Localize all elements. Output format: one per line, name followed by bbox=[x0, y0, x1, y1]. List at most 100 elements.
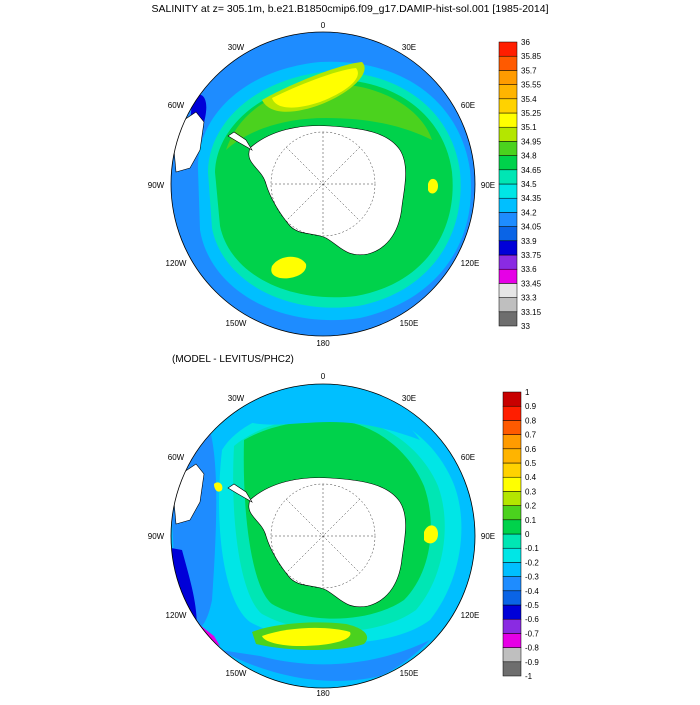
bottom-peninsula bbox=[227, 483, 253, 503]
bottom-lon-30w: 30W bbox=[228, 394, 245, 403]
bottom-band-yellow-south bbox=[262, 627, 351, 646]
bottom-colorbar: -1 -0.9 -0.8 -0.7 -0.6 -0.5 -0.4 -0.3 -0.2 -0.1 0 0… bbox=[502, 388, 539, 681]
bottom-colorbar-label: -0.6 bbox=[525, 615, 539, 624]
top-band-yellow-pacific bbox=[271, 256, 307, 279]
top-colorbar-label: 33.45 bbox=[521, 279, 542, 288]
bottom-colorbar-box bbox=[502, 476, 522, 492]
bottom-title: (MODEL - LEVITUS/PHC2) bbox=[172, 354, 294, 365]
bottom-colorbar-box bbox=[502, 434, 522, 450]
bottom-colorbar-label: 0.3 bbox=[525, 487, 537, 496]
top-colorbar-box bbox=[498, 183, 518, 199]
bottom-colorbar-box bbox=[502, 618, 522, 634]
top-band-yellow-indian bbox=[428, 178, 438, 194]
bottom-colorbar-label: -0.2 bbox=[525, 558, 539, 567]
bottom-colorbar-label: -0.1 bbox=[525, 544, 539, 553]
top-colorbar-box bbox=[498, 141, 518, 156]
top-colorbar-label: 33.15 bbox=[521, 308, 542, 317]
top-lon-150e: 150E bbox=[400, 319, 419, 328]
bottom-colorbar-box bbox=[502, 576, 522, 592]
bottom-lon-150e: 150E bbox=[400, 669, 419, 678]
bottom-colorbar-label: -0.7 bbox=[525, 629, 539, 638]
bottom-lon-120w: 120W bbox=[166, 611, 187, 620]
top-colorbar-label: 34.8 bbox=[521, 152, 537, 161]
top-colorbar-box bbox=[498, 84, 518, 100]
bottom-band-yellow-east bbox=[424, 525, 438, 544]
bottom-lon-30e: 30E bbox=[402, 394, 416, 403]
bottom-colorbar-box bbox=[502, 661, 522, 677]
bottom-colorbar-box bbox=[502, 519, 522, 535]
top-colorbar-label: 34.05 bbox=[521, 223, 542, 232]
bottom-lon-90w: 90W bbox=[148, 532, 165, 541]
top-graticule bbox=[270, 131, 376, 237]
top-colorbar-label: 35.55 bbox=[521, 81, 542, 90]
bottom-colorbar-box bbox=[502, 562, 522, 577]
top-lon-150w: 150W bbox=[226, 319, 247, 328]
bottom-colorbar-label: 0 bbox=[525, 530, 530, 539]
top-map: 0 30E 60E 90E 120E 150E 180 150W 120W 90… bbox=[148, 21, 495, 348]
top-colorbar-label: 33.75 bbox=[521, 251, 542, 260]
top-lon-90e: 90E bbox=[481, 181, 495, 190]
bottom-map-border bbox=[170, 383, 476, 689]
bottom-colorbar-label: 0.4 bbox=[525, 473, 537, 482]
top-colorbar-label: 34.35 bbox=[521, 194, 542, 203]
top-colorbar-box bbox=[498, 254, 518, 270]
top-colorbar-box bbox=[498, 212, 518, 227]
bottom-colorbar-box bbox=[502, 462, 522, 478]
top-colorbar-label: 35.85 bbox=[521, 52, 542, 61]
top-colorbar-box bbox=[498, 311, 518, 327]
top-colorbar-label: 33.9 bbox=[521, 237, 537, 246]
bottom-colorbar-box bbox=[502, 647, 522, 663]
bottom-lon-120e: 120E bbox=[461, 611, 480, 620]
top-colorbar-box bbox=[498, 98, 518, 114]
top-colorbar-label: 33 bbox=[521, 322, 530, 331]
bottom-colorbar-label: 0.2 bbox=[525, 502, 537, 511]
bottom-colorbar-box bbox=[502, 547, 522, 563]
top-colorbar-label: 34.2 bbox=[521, 208, 537, 217]
bottom-colorbar-box bbox=[502, 590, 522, 606]
top-colorbar-label: 34.65 bbox=[521, 166, 542, 175]
bottom-colorbar-label: 0.7 bbox=[525, 431, 537, 440]
bottom-colorbar-label: 0.9 bbox=[525, 402, 537, 411]
bottom-colorbar-label: 0.6 bbox=[525, 445, 537, 454]
bottom-colorbar-label: 0.1 bbox=[525, 516, 537, 525]
top-lon-30w: 30W bbox=[228, 43, 245, 52]
bottom-lon-90e: 90E bbox=[481, 532, 495, 541]
bottom-lon-0: 0 bbox=[321, 372, 326, 381]
bottom-lon-150w: 150W bbox=[226, 669, 247, 678]
bottom-lon-60e: 60E bbox=[461, 453, 475, 462]
top-title: SALINITY at z= 305.1m, b.e21.B1850cmip6.… bbox=[151, 3, 548, 15]
bottom-lon-60w: 60W bbox=[168, 453, 185, 462]
bottom-colorbar-box bbox=[502, 491, 522, 506]
top-lon-120e: 120E bbox=[461, 259, 480, 268]
top-colorbar-box bbox=[498, 268, 518, 284]
top-colorbar-box bbox=[498, 197, 518, 213]
bottom-colorbar-label: -0.4 bbox=[525, 587, 539, 596]
top-band-yellow-atlantic bbox=[272, 68, 358, 108]
bottom-band-yellow-west bbox=[214, 482, 223, 492]
bottom-colorbar-label: -1 bbox=[525, 672, 533, 681]
bottom-graticule bbox=[270, 483, 376, 589]
bottom-band-cyan-north bbox=[238, 394, 420, 440]
top-colorbar-box bbox=[498, 126, 518, 142]
bottom-colorbar-box bbox=[502, 604, 522, 620]
top-colorbar-label: 35.4 bbox=[521, 95, 537, 104]
top-colorbar: 33 33.15 33.3 33.45 33.6 33.75 33.9 34.05 34.2 34… bbox=[498, 38, 542, 331]
top-colorbar-box bbox=[498, 112, 518, 128]
top-colorbar-label: 35.1 bbox=[521, 123, 537, 132]
top-colorbar-label: 35.7 bbox=[521, 66, 537, 75]
top-lon-60e: 60E bbox=[461, 101, 475, 110]
top-colorbar-label: 34.95 bbox=[521, 137, 542, 146]
top-lon-120w: 120W bbox=[166, 259, 187, 268]
bottom-colorbar-box bbox=[502, 448, 522, 464]
top-colorbar-box bbox=[498, 297, 518, 313]
top-colorbar-box bbox=[498, 70, 518, 85]
top-colorbar-label: 33.3 bbox=[521, 294, 537, 303]
bottom-colorbar-label: 0.8 bbox=[525, 416, 537, 425]
top-lon-60w: 60W bbox=[168, 101, 185, 110]
top-colorbar-label: 36 bbox=[521, 38, 530, 47]
top-colorbar-box bbox=[498, 55, 518, 71]
top-colorbar-box bbox=[498, 240, 518, 256]
top-colorbar-box bbox=[498, 169, 518, 185]
bottom-colorbar-label: -0.9 bbox=[525, 658, 539, 667]
